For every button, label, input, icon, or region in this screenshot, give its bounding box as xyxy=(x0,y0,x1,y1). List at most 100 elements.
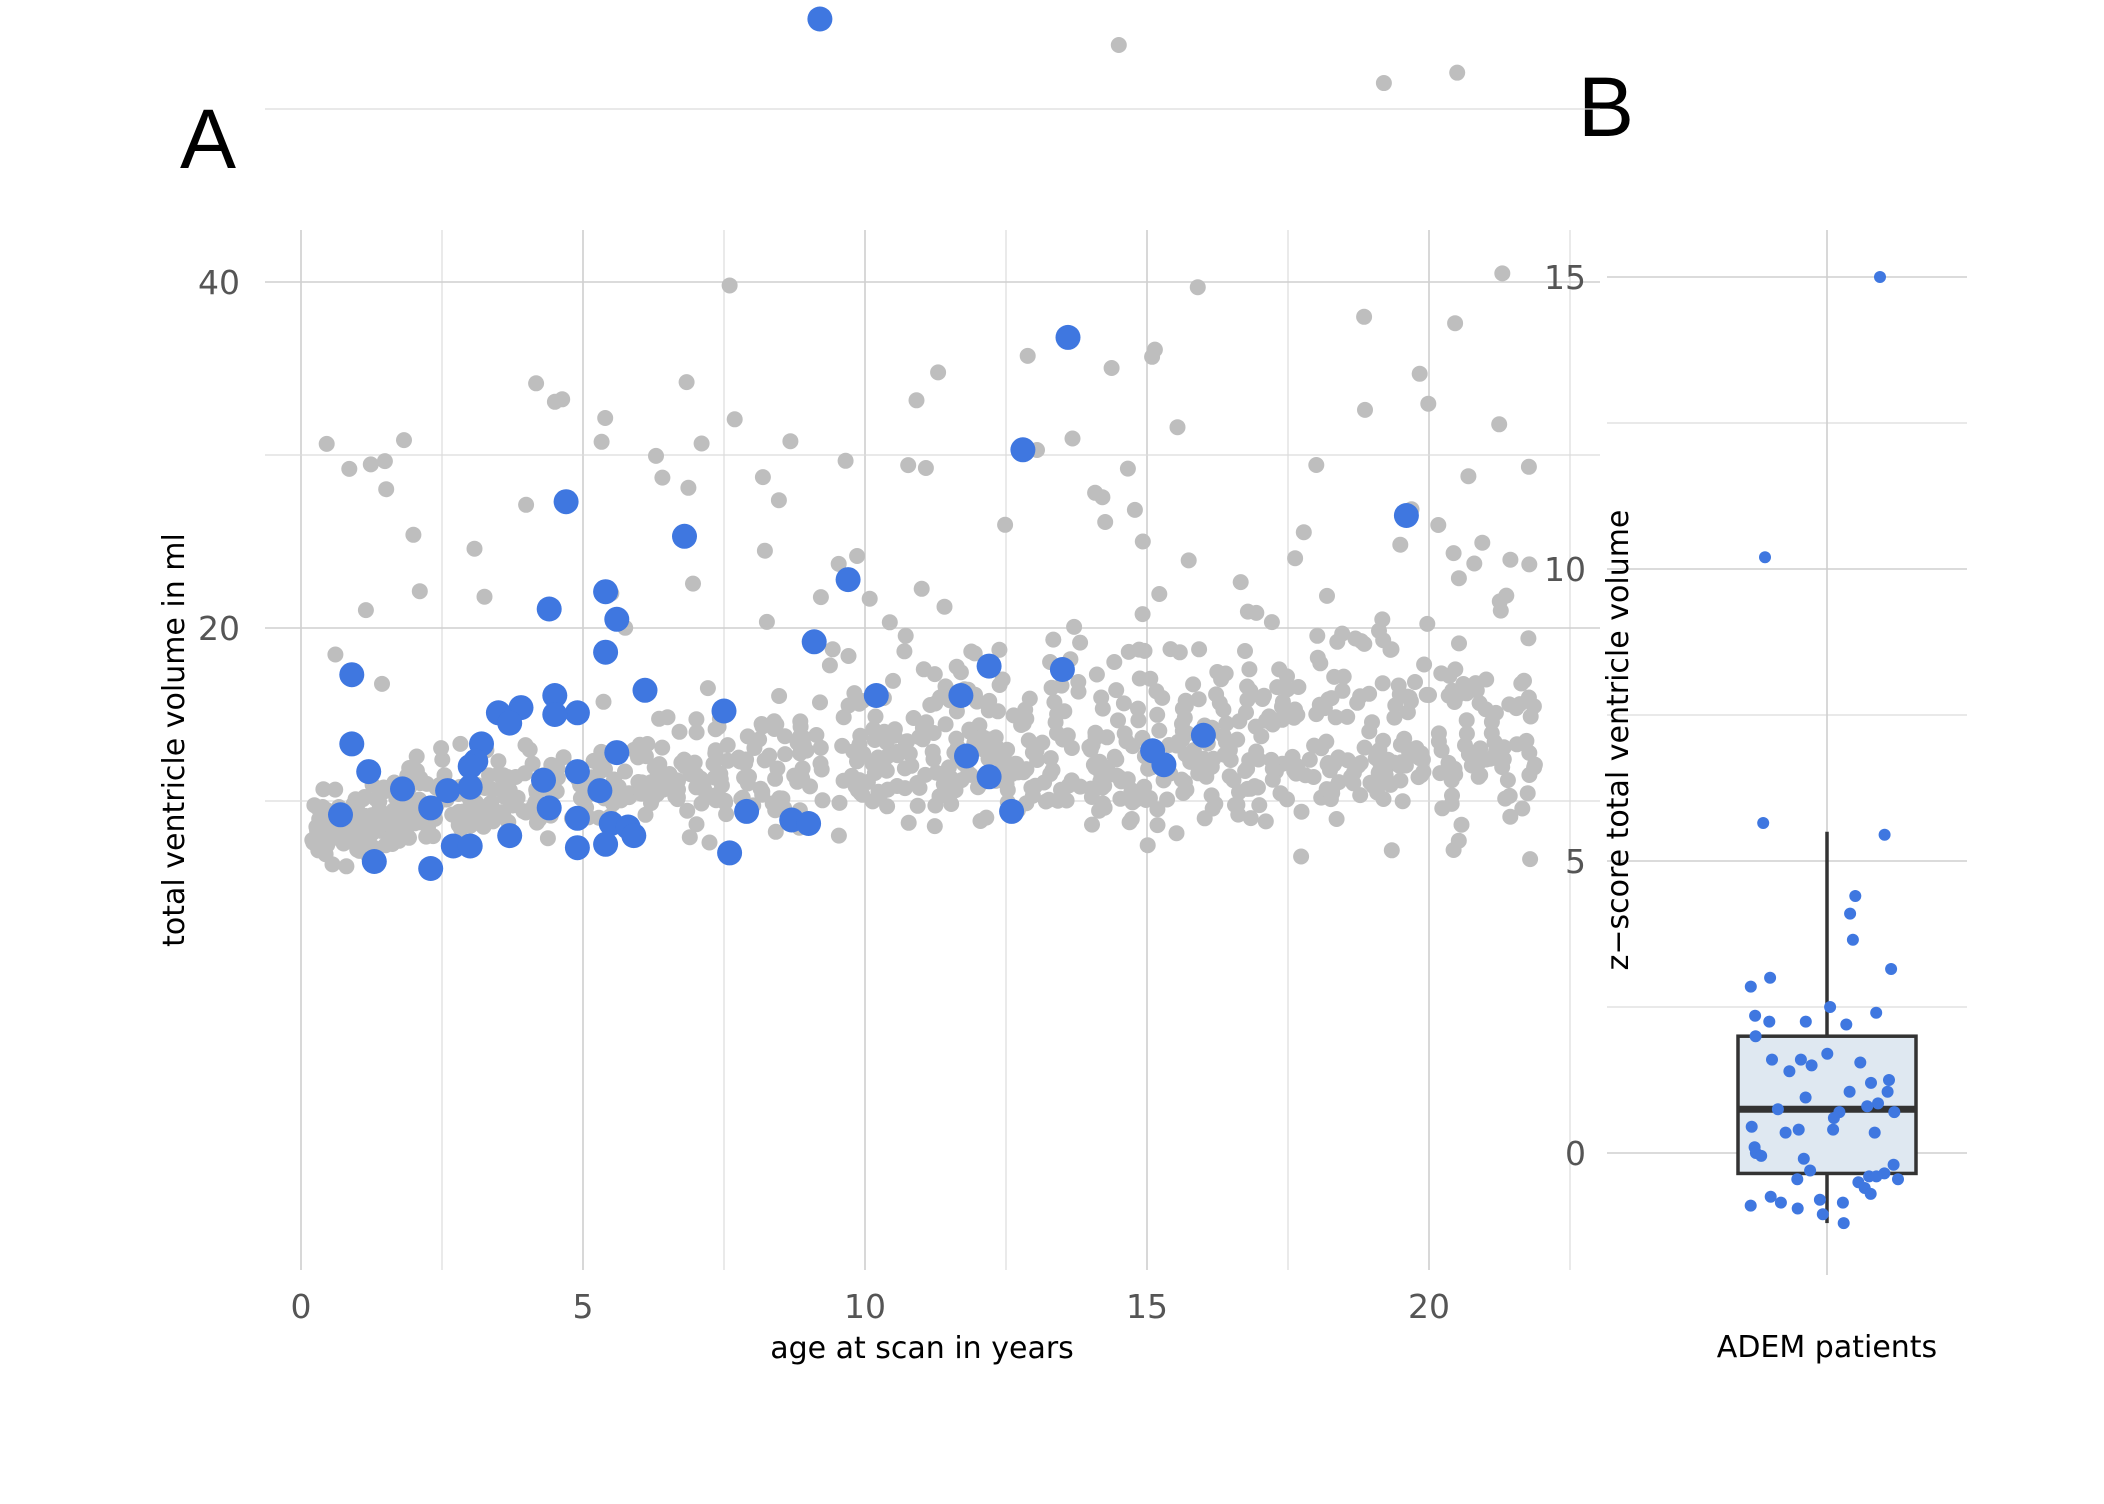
control-point xyxy=(1177,697,1194,714)
control-point xyxy=(595,693,612,710)
control-point xyxy=(1392,736,1409,753)
control-point xyxy=(1106,654,1123,670)
zscore-point xyxy=(1799,1015,1812,1028)
control-point xyxy=(1430,517,1447,533)
control-point xyxy=(881,614,898,631)
b-y-axis-title: z−score total ventricle volume xyxy=(1601,510,1636,971)
control-point xyxy=(889,778,906,794)
control-point xyxy=(1037,793,1054,810)
patient-point xyxy=(801,629,827,655)
control-point xyxy=(771,688,788,704)
control-point xyxy=(864,755,881,772)
control-point xyxy=(1136,642,1153,659)
control-point xyxy=(605,795,621,812)
control-point xyxy=(1130,712,1147,729)
control-point xyxy=(917,460,934,476)
control-point xyxy=(1097,514,1114,530)
b-x-axis-title: ADEM patients xyxy=(1717,1330,1937,1365)
control-point xyxy=(360,831,377,848)
control-point xyxy=(1161,737,1178,753)
control-point xyxy=(758,613,775,630)
patient-point xyxy=(457,774,483,800)
control-point xyxy=(1149,817,1166,834)
control-point xyxy=(671,723,688,740)
zscore-point xyxy=(1846,933,1859,946)
zscore-point xyxy=(1757,817,1770,829)
y-tick-label: 40 xyxy=(198,263,240,302)
control-point xyxy=(1256,687,1272,704)
control-point xyxy=(1264,760,1281,777)
control-point xyxy=(980,750,997,767)
control-point xyxy=(768,716,785,733)
control-point xyxy=(1482,750,1499,767)
control-point xyxy=(896,643,913,660)
control-point xyxy=(1072,634,1089,651)
zscore-point xyxy=(1779,1126,1792,1139)
control-point xyxy=(1279,791,1295,808)
control-point xyxy=(1042,750,1059,767)
control-point xyxy=(776,728,793,745)
control-point xyxy=(1204,800,1221,817)
control-point xyxy=(378,481,395,498)
control-point xyxy=(699,680,716,697)
zscore-point xyxy=(1816,1208,1829,1221)
control-point xyxy=(528,375,545,392)
control-point xyxy=(1520,630,1537,647)
zscore-point xyxy=(1840,1018,1853,1031)
control-point xyxy=(879,798,896,815)
control-point xyxy=(490,753,507,770)
control-point xyxy=(1253,728,1270,745)
control-point xyxy=(1349,694,1366,711)
control-point xyxy=(654,469,671,486)
control-point xyxy=(546,393,563,410)
control-point xyxy=(835,709,852,726)
control-point xyxy=(1045,631,1062,648)
control-point xyxy=(676,751,693,768)
control-point xyxy=(372,816,389,833)
control-point xyxy=(802,778,818,795)
control-point xyxy=(991,641,1008,658)
control-point xyxy=(931,788,948,805)
patient-point xyxy=(1049,657,1075,682)
control-point xyxy=(434,751,451,768)
control-point xyxy=(1387,697,1404,714)
patient-point xyxy=(948,683,974,708)
control-point xyxy=(1169,419,1186,436)
y-axis-title: total ventricle volume in ml xyxy=(157,533,192,947)
control-point xyxy=(756,542,773,559)
control-point xyxy=(793,767,810,784)
control-point xyxy=(1430,725,1447,742)
control-point xyxy=(1091,802,1108,819)
patient-point xyxy=(621,823,647,849)
control-point xyxy=(1463,757,1480,774)
control-point xyxy=(930,364,947,381)
control-point xyxy=(1211,695,1228,711)
control-point xyxy=(767,823,784,840)
control-point xyxy=(376,453,393,470)
control-point xyxy=(712,765,729,782)
control-point xyxy=(1066,618,1083,635)
zscore-point xyxy=(1868,1126,1881,1139)
control-point xyxy=(754,718,771,735)
control-point xyxy=(718,806,735,823)
control-point xyxy=(1451,635,1467,652)
patient-point xyxy=(593,831,619,857)
control-point xyxy=(318,435,335,452)
control-point xyxy=(1138,792,1154,808)
control-point xyxy=(1134,533,1151,550)
control-point xyxy=(411,583,428,600)
control-point xyxy=(1308,457,1325,473)
control-point xyxy=(980,702,997,719)
control-point xyxy=(1520,458,1537,475)
control-point xyxy=(1502,808,1519,825)
control-point xyxy=(1215,727,1232,744)
b-y-tick-label: 0 xyxy=(1565,1134,1586,1173)
zscore-point xyxy=(1804,1164,1817,1177)
control-point xyxy=(1119,460,1136,477)
control-point xyxy=(653,772,669,789)
control-point xyxy=(651,756,668,773)
control-point xyxy=(812,755,829,772)
control-point xyxy=(1185,676,1202,693)
control-point xyxy=(972,813,989,829)
